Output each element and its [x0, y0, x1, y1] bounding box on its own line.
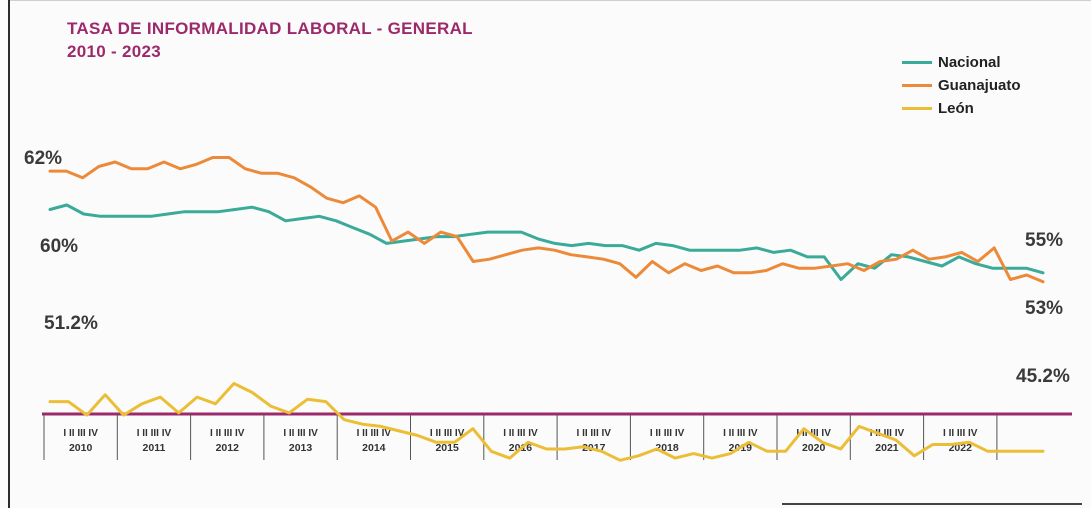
frame-top-border — [8, 0, 1091, 1]
year-tick-label: 2014 — [362, 442, 386, 454]
quarter-tick-labels: I II III IV — [210, 428, 245, 439]
annotation-guanajuato-start: 62% — [24, 148, 63, 169]
annotation-leon-end: 45.2% — [1016, 366, 1070, 387]
year-tick-label: 2015 — [435, 442, 459, 454]
chart-subtitle: 2010 - 2023 — [67, 42, 162, 61]
quarter-tick-labels: I II III IV — [796, 428, 831, 439]
series-line-leon — [48, 382, 1045, 462]
year-tick-label: 2012 — [216, 442, 240, 454]
quarter-tick-labels: I II III IV — [357, 428, 392, 439]
quarter-tick-labels: I II III IV — [63, 428, 98, 439]
year-tick-label: 2020 — [802, 442, 826, 454]
year-tick-label: 2011 — [143, 442, 166, 454]
bottom-right-rule — [782, 503, 1082, 505]
quarter-tick-labels: I II III IV — [577, 428, 612, 439]
quarter-tick-labels: I II III IV — [650, 428, 685, 439]
annotation-nacional-end: 55% — [1025, 230, 1064, 251]
legend-label-leon: León — [938, 100, 974, 117]
annotation-nacional-start: 60% — [40, 236, 79, 257]
series-line-nacional — [48, 203, 1045, 281]
year-tick-label: 2010 — [69, 442, 93, 454]
legend-swatch-guanajuato — [902, 84, 932, 87]
legend-item-guanajuato: Guanajuato — [902, 74, 1021, 97]
quarter-tick-labels: I II III IV — [137, 428, 172, 439]
annotation-guanajuato-end: 53% — [1025, 298, 1064, 319]
annotation-leon-start: 51.2% — [44, 313, 98, 334]
legend-label-guanajuato: Guanajuato — [938, 77, 1021, 94]
quarter-tick-labels: I II III IV — [430, 428, 465, 439]
quarter-tick-labels: I II III IV — [943, 428, 978, 439]
quarter-tick-labels: I II III IV — [870, 428, 905, 439]
quarter-tick-labels: I II III IV — [283, 428, 318, 439]
legend-item-leon: León — [902, 97, 1021, 120]
year-tick-label: 2021 — [875, 442, 899, 454]
chart-legend: Nacional Guanajuato León — [902, 51, 1021, 120]
legend-label-nacional: Nacional — [938, 54, 1001, 71]
year-tick-label: 2013 — [289, 442, 313, 454]
quarter-tick-labels: I II III IV — [723, 428, 758, 439]
legend-swatch-leon — [902, 107, 932, 110]
legend-item-nacional: Nacional — [902, 51, 1021, 74]
frame-left-border — [8, 0, 10, 508]
chart-title: TASA DE INFORMALIDAD LABORAL - GENERAL — [67, 19, 473, 38]
series-line-guanajuato — [48, 156, 1045, 284]
year-tick-label: 2018 — [655, 442, 679, 454]
legend-swatch-nacional — [902, 61, 932, 64]
quarter-tick-labels: I II III IV — [503, 428, 538, 439]
